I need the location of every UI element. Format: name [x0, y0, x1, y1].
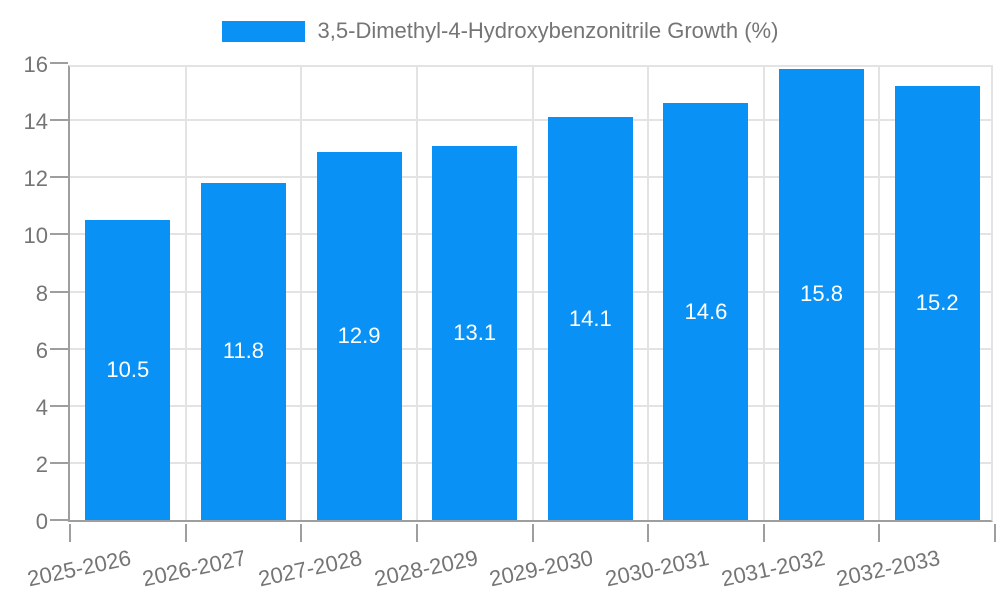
y-axis-label: 12 [23, 166, 48, 192]
v-gridline [647, 67, 650, 520]
legend-swatch [221, 20, 305, 42]
bar-2027-2028[interactable]: 12.9 [316, 151, 402, 520]
v-gridline [300, 67, 303, 520]
x-axis-tick [415, 524, 418, 542]
bar-2029-2030[interactable]: 14.1 [547, 117, 633, 520]
bar-2028-2029[interactable]: 13.1 [432, 145, 518, 520]
legend-item[interactable]: 3,5-Dimethyl-4-Hydroxybenzonitrile Growt… [221, 18, 779, 44]
x-axis-tick [300, 524, 303, 542]
y-axis-label: 10 [23, 223, 48, 249]
h-gridline [70, 176, 991, 179]
bar-2026-2027[interactable]: 11.8 [200, 182, 286, 520]
bar-value-label: 12.9 [337, 322, 381, 348]
x-axis-tick [647, 524, 650, 542]
v-gridline [762, 67, 765, 520]
x-axis-tick [184, 524, 187, 542]
bar-value-label: 14.6 [684, 298, 728, 324]
y-axis-tick [50, 347, 68, 350]
y-axis-label: 4 [35, 394, 48, 420]
chart-legend: 3,5-Dimethyl-4-Hydroxybenzonitrile Growt… [0, 18, 1000, 44]
y-axis-label: 0 [35, 509, 48, 534]
bar-value-label: 10.5 [106, 357, 150, 383]
x-axis-tick [878, 524, 881, 542]
y-axis-tick [50, 290, 68, 293]
x-axis-tick [531, 524, 534, 542]
y-axis-tick [50, 404, 68, 407]
h-gridline [70, 347, 991, 350]
v-gridline [415, 67, 418, 520]
h-gridline [70, 233, 991, 236]
y-axis-tick [50, 119, 68, 122]
h-gridline [70, 404, 991, 407]
y-axis-tick [50, 233, 68, 236]
plot-area: 10.5 11.8 12.9 13.1 14.1 14.6 15.8 15.2 [50, 62, 996, 542]
v-gridline [184, 67, 187, 520]
y-axis-tick [50, 62, 68, 64]
x-axis-tick [69, 524, 71, 542]
y-axis-tick [50, 176, 68, 179]
bar-2031-2032[interactable]: 15.8 [779, 68, 865, 520]
y-axis-tick [50, 519, 68, 521]
v-gridline [531, 67, 534, 520]
y-axis-tick [50, 461, 68, 464]
y-axis-label: 8 [35, 280, 48, 306]
v-gridline [878, 67, 881, 520]
h-gridline [70, 119, 991, 122]
y-axis-label: 14 [23, 109, 48, 135]
h-gridline [70, 290, 991, 293]
legend-label: 3,5-Dimethyl-4-Hydroxybenzonitrile Growt… [317, 18, 779, 43]
x-axis-tick [762, 524, 765, 542]
y-axis-label: 6 [35, 337, 48, 363]
bar-2030-2031[interactable]: 14.6 [663, 103, 749, 520]
bar-value-label: 11.8 [222, 338, 265, 364]
x-axis-tick [994, 524, 996, 542]
y-axis-label: 2 [35, 451, 48, 477]
y-axis-label: 16 [23, 52, 48, 77]
bar-2025-2026[interactable]: 10.5 [85, 220, 171, 520]
bar-value-label: 15.8 [800, 281, 843, 307]
bar-value-label: 15.2 [915, 289, 959, 315]
bar-value-label: 14.1 [568, 305, 612, 331]
bar-2032-2033[interactable]: 15.2 [894, 85, 980, 520]
bar-value-label: 13.1 [453, 319, 497, 345]
h-gridline [70, 461, 991, 464]
